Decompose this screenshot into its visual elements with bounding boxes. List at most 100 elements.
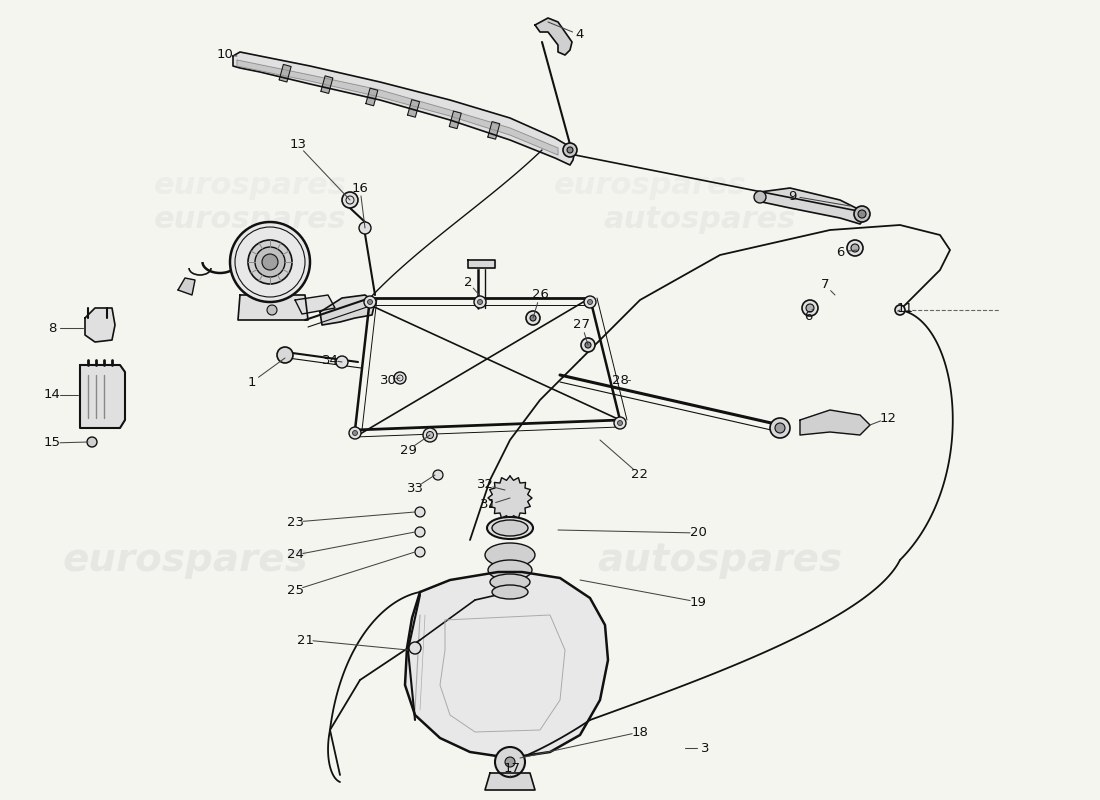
Circle shape [255, 247, 285, 277]
Text: 29: 29 [399, 443, 417, 457]
Text: eurospares: eurospares [553, 170, 747, 199]
Circle shape [415, 527, 425, 537]
Ellipse shape [488, 560, 532, 580]
Text: 23: 23 [286, 515, 304, 529]
Circle shape [267, 305, 277, 315]
Text: 3: 3 [701, 742, 710, 754]
Polygon shape [405, 572, 608, 758]
Text: 18: 18 [631, 726, 648, 738]
Circle shape [424, 428, 437, 442]
Text: 15: 15 [44, 437, 60, 450]
Polygon shape [321, 76, 333, 94]
Circle shape [409, 642, 421, 654]
Circle shape [617, 421, 623, 426]
Circle shape [802, 300, 818, 316]
Polygon shape [485, 773, 535, 790]
Text: 21: 21 [297, 634, 313, 646]
Polygon shape [800, 410, 870, 435]
Text: 27: 27 [573, 318, 591, 331]
Text: 34: 34 [321, 354, 339, 366]
Circle shape [526, 311, 540, 325]
Circle shape [415, 547, 425, 557]
Text: 26: 26 [531, 289, 549, 302]
Circle shape [349, 427, 361, 439]
Text: autospares: autospares [597, 541, 843, 579]
Text: eurospares: eurospares [154, 206, 346, 234]
Text: 14: 14 [44, 389, 60, 402]
Circle shape [851, 244, 859, 252]
Circle shape [505, 757, 515, 767]
Polygon shape [85, 308, 116, 342]
Text: 12: 12 [880, 411, 896, 425]
Text: 8: 8 [47, 322, 56, 334]
Ellipse shape [487, 517, 534, 539]
Text: 31: 31 [480, 498, 496, 511]
Text: 22: 22 [631, 469, 649, 482]
Circle shape [248, 240, 292, 284]
Circle shape [477, 299, 483, 305]
Circle shape [262, 254, 278, 270]
Circle shape [367, 299, 373, 305]
Circle shape [585, 342, 591, 348]
Circle shape [433, 470, 443, 480]
Polygon shape [487, 122, 499, 139]
Circle shape [581, 338, 595, 352]
Text: 28: 28 [612, 374, 628, 386]
Polygon shape [535, 18, 572, 55]
Polygon shape [488, 476, 532, 520]
Text: 33: 33 [407, 482, 424, 494]
Text: 20: 20 [690, 526, 706, 539]
Circle shape [847, 240, 864, 256]
Circle shape [566, 147, 573, 153]
Polygon shape [468, 260, 495, 268]
Text: 13: 13 [289, 138, 307, 151]
Polygon shape [236, 60, 558, 155]
Circle shape [854, 206, 870, 222]
Text: 9: 9 [788, 190, 796, 202]
Circle shape [230, 222, 310, 302]
Text: 30: 30 [379, 374, 396, 386]
Text: 25: 25 [286, 583, 304, 597]
Polygon shape [760, 188, 865, 224]
Text: 1: 1 [248, 375, 256, 389]
Circle shape [895, 305, 905, 315]
Circle shape [277, 347, 293, 363]
Circle shape [336, 356, 348, 368]
Text: eurospares: eurospares [62, 541, 308, 579]
Text: 6: 6 [836, 246, 844, 258]
Circle shape [495, 747, 525, 777]
Text: 24: 24 [287, 549, 304, 562]
Ellipse shape [490, 574, 530, 590]
Polygon shape [233, 52, 575, 165]
Circle shape [415, 507, 425, 517]
Text: 4: 4 [575, 29, 584, 42]
Text: 32: 32 [476, 478, 494, 491]
Circle shape [87, 437, 97, 447]
Polygon shape [80, 365, 125, 428]
Text: 16: 16 [352, 182, 368, 194]
Circle shape [770, 418, 790, 438]
Ellipse shape [492, 585, 528, 599]
Text: 19: 19 [690, 595, 706, 609]
Circle shape [342, 192, 358, 208]
Ellipse shape [492, 520, 528, 536]
Polygon shape [366, 88, 377, 106]
Circle shape [563, 143, 578, 157]
Text: 6: 6 [804, 310, 812, 322]
Circle shape [858, 210, 866, 218]
Ellipse shape [485, 543, 535, 567]
Polygon shape [238, 295, 308, 320]
Circle shape [364, 296, 376, 308]
Circle shape [474, 296, 486, 308]
Text: 17: 17 [504, 762, 520, 774]
Circle shape [614, 417, 626, 429]
Circle shape [754, 191, 766, 203]
Circle shape [776, 423, 785, 433]
Polygon shape [320, 295, 375, 325]
Circle shape [584, 296, 596, 308]
Polygon shape [449, 111, 461, 129]
Circle shape [806, 304, 814, 312]
Polygon shape [279, 65, 292, 82]
Text: 2: 2 [464, 275, 472, 289]
Circle shape [587, 299, 593, 305]
